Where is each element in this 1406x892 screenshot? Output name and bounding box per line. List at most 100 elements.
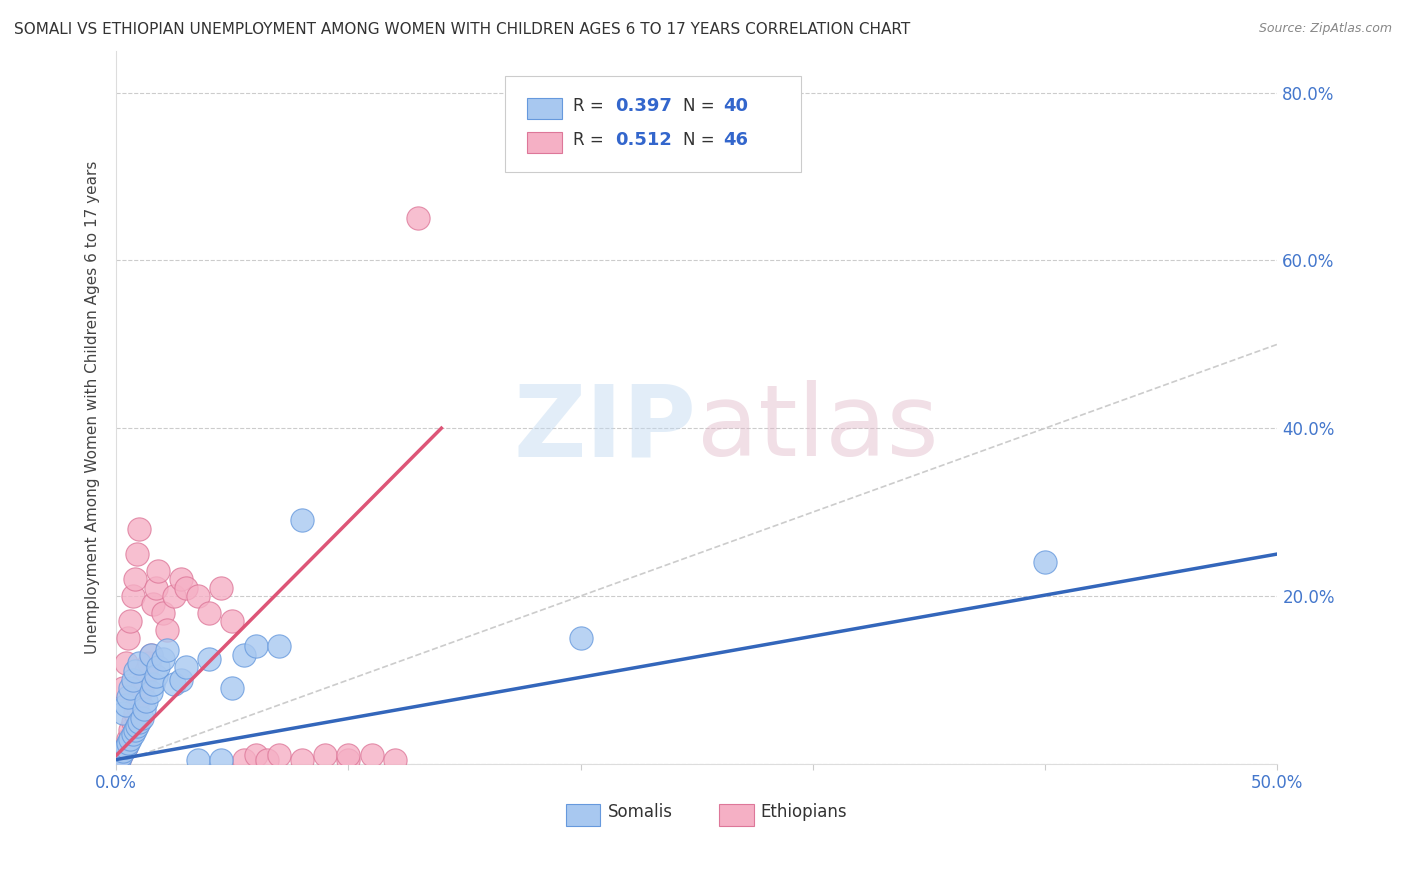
Point <box>128 522 150 536</box>
Text: ZIP: ZIP <box>515 380 697 477</box>
Y-axis label: Unemployment Among Women with Children Ages 6 to 17 years: Unemployment Among Women with Children A… <box>86 161 100 654</box>
Point <box>187 589 209 603</box>
Point <box>142 598 165 612</box>
Point <box>142 677 165 691</box>
Point <box>117 731 139 746</box>
Point <box>163 589 186 603</box>
Point <box>121 589 143 603</box>
Point <box>170 572 193 586</box>
Point <box>221 614 243 628</box>
Point <box>112 744 135 758</box>
Point <box>120 731 142 746</box>
Point <box>110 748 132 763</box>
Point <box>233 752 256 766</box>
FancyBboxPatch shape <box>527 98 562 120</box>
Point <box>139 685 162 699</box>
Point <box>152 606 174 620</box>
Point <box>406 211 429 226</box>
Point <box>291 752 314 766</box>
Point <box>117 631 139 645</box>
Point <box>124 723 146 738</box>
Point <box>156 623 179 637</box>
Point <box>233 648 256 662</box>
Point <box>128 690 150 704</box>
Point <box>131 681 153 696</box>
Point <box>127 719 149 733</box>
Point <box>198 652 221 666</box>
Point <box>135 665 157 679</box>
Point <box>112 744 135 758</box>
Point <box>128 656 150 670</box>
Point <box>209 581 232 595</box>
Point <box>360 748 382 763</box>
Point <box>128 714 150 729</box>
Point <box>124 706 146 721</box>
Text: R =: R = <box>572 96 609 114</box>
Point <box>120 723 142 738</box>
Point <box>114 656 136 670</box>
FancyBboxPatch shape <box>565 805 600 826</box>
Point <box>114 739 136 754</box>
Point <box>120 614 142 628</box>
Point <box>138 656 160 670</box>
Point <box>152 652 174 666</box>
Point <box>139 648 162 662</box>
Text: atlas: atlas <box>697 380 938 477</box>
Point <box>221 681 243 696</box>
Point <box>187 752 209 766</box>
Point <box>337 748 360 763</box>
Text: SOMALI VS ETHIOPIAN UNEMPLOYMENT AMONG WOMEN WITH CHILDREN AGES 6 TO 17 YEARS CO: SOMALI VS ETHIOPIAN UNEMPLOYMENT AMONG W… <box>14 22 910 37</box>
Point <box>337 752 360 766</box>
FancyBboxPatch shape <box>527 132 562 153</box>
Text: 0.397: 0.397 <box>616 96 672 114</box>
Point <box>245 748 267 763</box>
Point <box>124 665 146 679</box>
Point <box>174 581 197 595</box>
Point <box>163 677 186 691</box>
Point <box>384 752 406 766</box>
Point <box>170 673 193 687</box>
Point <box>146 564 169 578</box>
Point <box>145 668 167 682</box>
Point <box>145 581 167 595</box>
Point <box>267 640 290 654</box>
Point <box>127 547 149 561</box>
Point <box>1033 555 1056 569</box>
Point <box>114 739 136 754</box>
Point <box>131 710 153 724</box>
Text: Source: ZipAtlas.com: Source: ZipAtlas.com <box>1258 22 1392 36</box>
Text: Somalis: Somalis <box>607 803 672 822</box>
Point <box>112 706 135 721</box>
Point <box>107 752 129 766</box>
Point <box>121 727 143 741</box>
Point <box>134 702 156 716</box>
Point <box>114 698 136 712</box>
Point <box>110 748 132 763</box>
Point <box>245 640 267 654</box>
Point <box>121 673 143 687</box>
Point <box>267 748 290 763</box>
Point <box>127 698 149 712</box>
Point <box>256 752 278 766</box>
Text: Ethiopians: Ethiopians <box>761 803 848 822</box>
FancyBboxPatch shape <box>505 76 801 172</box>
Text: 0.512: 0.512 <box>616 131 672 149</box>
Point <box>198 606 221 620</box>
Point <box>174 660 197 674</box>
Point <box>209 752 232 766</box>
Point <box>156 643 179 657</box>
Text: R =: R = <box>572 131 609 149</box>
Point <box>107 752 129 766</box>
Point <box>121 714 143 729</box>
Point <box>314 748 336 763</box>
Point <box>124 572 146 586</box>
Point <box>117 690 139 704</box>
Point <box>117 736 139 750</box>
Point <box>146 660 169 674</box>
Point <box>291 513 314 527</box>
Text: 40: 40 <box>724 96 748 114</box>
Point <box>135 694 157 708</box>
Point <box>569 631 592 645</box>
Text: N =: N = <box>683 131 720 149</box>
Point <box>139 648 162 662</box>
